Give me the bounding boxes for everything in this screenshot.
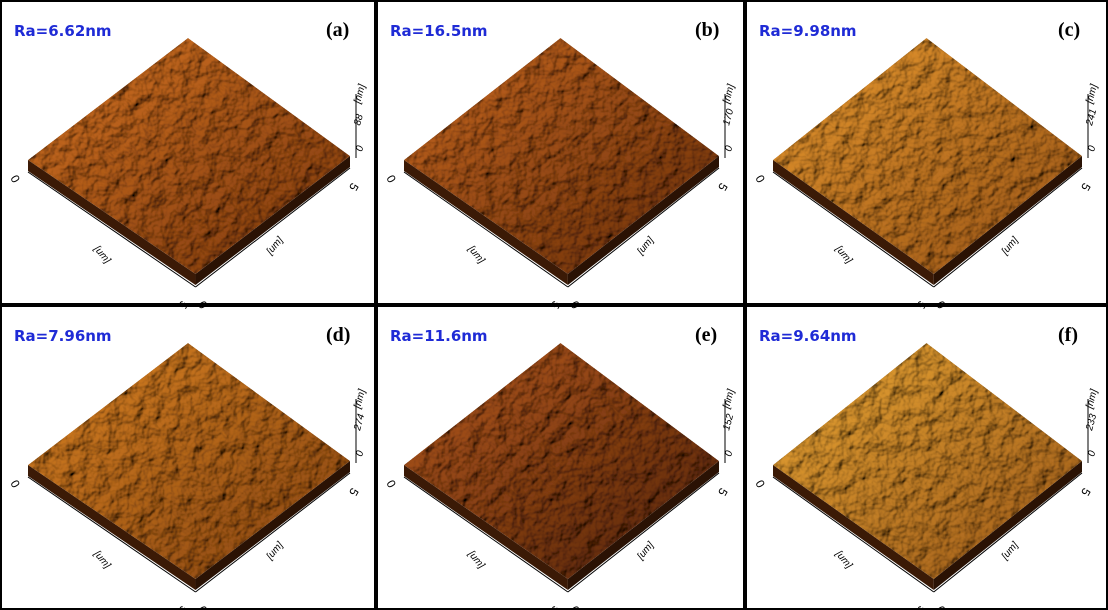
roughness-label: Ra=9.64nm — [759, 327, 857, 345]
panel-letter: (b) — [695, 19, 719, 41]
y-unit: [um] — [635, 540, 657, 563]
roughness-label: Ra=11.6nm — [390, 327, 488, 345]
afm-surface — [773, 343, 1082, 579]
tick-label: 0 — [383, 478, 399, 491]
z-unit: [nm] — [721, 388, 737, 411]
tick-label: 0 — [7, 478, 23, 491]
afm-panel: [nm]2740[um][um]0505Ra=7.96nm(d) — [1, 306, 375, 610]
afm-surface — [404, 38, 719, 274]
x-unit: [um] — [465, 243, 487, 266]
afm-figure: [nm]880[um][um]0505Ra=6.62nm(a)[nm]1700[… — [0, 0, 1108, 610]
z-max: 274 — [352, 412, 367, 432]
z-max: 152 — [721, 412, 736, 431]
z-unit: [nm] — [1084, 388, 1100, 411]
x-unit: [um] — [465, 548, 487, 571]
tick-label: 5 — [715, 181, 731, 194]
y-unit: [um] — [264, 235, 286, 258]
panel-letter: (d) — [326, 324, 350, 346]
tick-label: 5 — [1078, 486, 1094, 499]
roughness-label: Ra=6.62nm — [14, 22, 112, 40]
roughness-label: Ra=9.98nm — [759, 22, 857, 40]
tick-label: 0 — [383, 173, 399, 186]
tick-label: 5 — [346, 181, 362, 194]
roughness-label: Ra=7.96nm — [14, 327, 112, 345]
tick-label: 5 — [346, 486, 362, 499]
z-max: 170 — [721, 107, 736, 126]
z-unit: [nm] — [352, 83, 368, 106]
afm-surface — [28, 343, 350, 579]
y-unit: [um] — [264, 540, 286, 563]
afm-surface — [404, 343, 719, 579]
afm-surface — [28, 38, 350, 274]
tick-label: 0 — [195, 604, 211, 610]
tick-label: 5 — [715, 486, 731, 499]
tick-label: 0 — [7, 173, 23, 186]
afm-surface — [773, 38, 1082, 274]
tick-label: 5 — [1078, 181, 1094, 194]
z-unit: [nm] — [1084, 83, 1100, 106]
x-unit: [um] — [832, 243, 854, 266]
tick-label: 5 — [548, 604, 564, 610]
tick-label: 0 — [567, 604, 583, 610]
panel-letter: (f) — [1058, 324, 1078, 346]
tick-label: 5 — [175, 604, 191, 610]
tick-label: 0 — [752, 478, 768, 491]
panel-letter: (a) — [326, 19, 349, 41]
y-unit: [um] — [635, 235, 657, 258]
z-max: 233 — [1084, 412, 1099, 432]
tick-label: 0 — [933, 604, 949, 610]
x-unit: [um] — [91, 243, 113, 266]
z-max: 88 — [352, 113, 366, 127]
panel-letter: (e) — [695, 324, 717, 346]
x-unit: [um] — [91, 548, 113, 571]
afm-panel: [nm]2410[um][um]0505Ra=9.98nm(c) — [746, 1, 1107, 312]
y-unit: [um] — [999, 540, 1021, 563]
z-max: 241 — [1084, 108, 1099, 128]
panel-letter: (c) — [1058, 19, 1080, 41]
tick-label: 0 — [752, 173, 768, 186]
y-unit: [um] — [999, 235, 1021, 258]
x-unit: [um] — [832, 548, 854, 571]
z-unit: [nm] — [352, 388, 368, 411]
z-unit: [nm] — [721, 83, 737, 106]
roughness-label: Ra=16.5nm — [390, 22, 488, 40]
tick-label: 5 — [914, 604, 930, 610]
